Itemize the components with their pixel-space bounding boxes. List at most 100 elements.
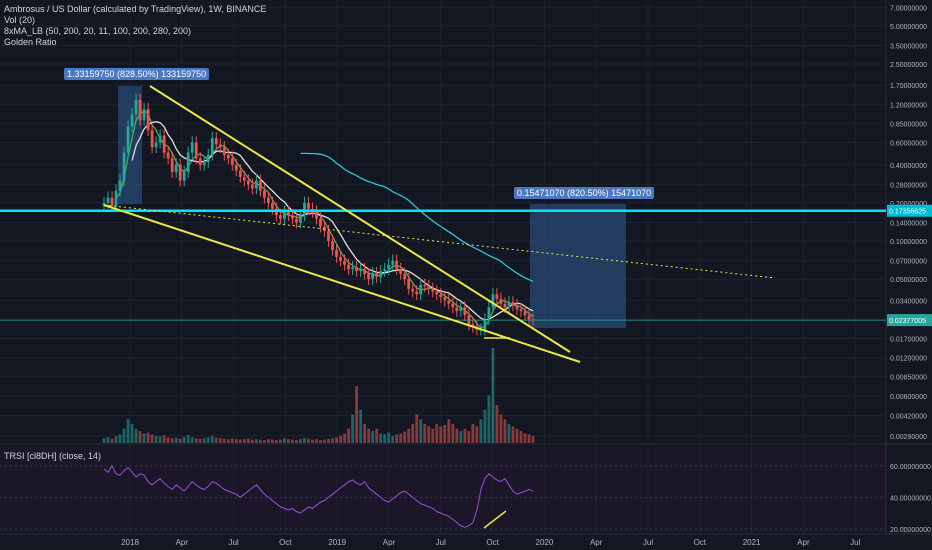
volume-bar bbox=[291, 439, 294, 443]
candle-body bbox=[399, 269, 403, 274]
candle-body bbox=[218, 144, 222, 148]
candle-body bbox=[331, 241, 334, 251]
volume-bar bbox=[214, 437, 218, 443]
volume-bar bbox=[383, 434, 387, 443]
candle-body bbox=[150, 130, 154, 148]
volume-bar bbox=[319, 440, 322, 443]
candle-body bbox=[519, 309, 523, 312]
left-measure-label[interactable]: 1.33159750 (828.50%) 133159750 bbox=[64, 68, 210, 80]
price-badge-label: 0.17356625 bbox=[889, 209, 926, 216]
volume-bar bbox=[118, 434, 122, 443]
candle-body bbox=[226, 154, 230, 159]
volume-bar bbox=[122, 428, 126, 443]
candle-body bbox=[174, 164, 178, 173]
trendlines[interactable] bbox=[0, 85, 886, 363]
y-tick-label: 0.60000000 bbox=[890, 140, 927, 147]
volume-bar bbox=[126, 419, 130, 443]
candle-body bbox=[126, 126, 130, 153]
candle-body bbox=[511, 302, 515, 306]
candle-body bbox=[198, 158, 202, 165]
volume-bar bbox=[234, 439, 238, 443]
volume-bar bbox=[102, 438, 106, 443]
y-tick-label: 0.00850000 bbox=[890, 375, 927, 382]
candle-body bbox=[307, 202, 310, 209]
volume-bar bbox=[218, 438, 222, 443]
indicator-vol[interactable]: Vol (20) bbox=[4, 15, 36, 25]
y-tick-label: 0.20000000 bbox=[890, 201, 927, 208]
volume-bar bbox=[375, 428, 379, 443]
axes: 2018 Apr Jul Oct 2019 Apr Jul Oct 2020 Apr Jul Oct 2… bbox=[121, 5, 932, 547]
volume-bar bbox=[150, 434, 154, 443]
volume-bar bbox=[355, 386, 358, 443]
x-tick-label: 2020 bbox=[536, 538, 554, 547]
volume-bar bbox=[295, 440, 298, 443]
candle-body bbox=[499, 298, 503, 304]
volume-bar bbox=[110, 438, 114, 443]
candle-body bbox=[335, 250, 338, 257]
candle-body bbox=[443, 297, 447, 301]
candle-body bbox=[391, 260, 395, 265]
y-tick-label: 0.14000000 bbox=[890, 221, 927, 228]
rsi-legend[interactable]: TRSI [cl8DH] (close, 14) bbox=[4, 451, 102, 461]
candle-body bbox=[162, 135, 166, 153]
indicator-golden-ratio[interactable]: Golden Ratio bbox=[4, 37, 57, 47]
volume-bar bbox=[419, 419, 423, 443]
candle-body bbox=[439, 294, 443, 298]
y-tick-label: 5.00000000 bbox=[890, 24, 927, 31]
indicator-ma[interactable]: 8xMA_LB (50, 200, 20, 11, 100, 200, 280,… bbox=[4, 26, 191, 36]
candle-body bbox=[142, 109, 146, 121]
price-badge-label: 0.02377005 bbox=[889, 318, 926, 325]
volume-bar bbox=[299, 439, 302, 443]
rsi-tick-label: 60.00000000 bbox=[890, 464, 931, 471]
candle-body bbox=[339, 256, 342, 261]
candle-body bbox=[178, 164, 182, 181]
volume-bar bbox=[423, 424, 427, 443]
candle-body bbox=[359, 269, 363, 272]
y-tick-label: 1.20000000 bbox=[890, 102, 927, 109]
measure-boxes bbox=[118, 86, 626, 328]
candle-body bbox=[527, 315, 531, 320]
x-tick-label: Apr bbox=[176, 538, 189, 547]
volume-bars bbox=[102, 348, 535, 443]
candle-body bbox=[287, 211, 290, 216]
rsi-divergence-line bbox=[483, 510, 507, 529]
candle-body bbox=[395, 260, 399, 270]
symbol-title[interactable]: Ambrosus / US Dollar (calculated by Trad… bbox=[4, 4, 267, 14]
volume-bar bbox=[170, 438, 174, 443]
right-measure-label[interactable]: 0.15471070 (820.50%) 15471070 bbox=[514, 187, 655, 199]
x-tick-label: Jul bbox=[643, 538, 653, 547]
upper-wedge-line bbox=[149, 85, 571, 353]
x-tick-label: Apr bbox=[797, 538, 810, 547]
y-tick-label: 2.50000000 bbox=[890, 62, 927, 69]
volume-bar bbox=[166, 437, 170, 443]
candle-body bbox=[491, 294, 495, 308]
volume-bar bbox=[274, 440, 278, 443]
volume-bar bbox=[467, 431, 471, 443]
volume-bar bbox=[391, 435, 395, 443]
candle-body bbox=[315, 211, 318, 219]
volume-bar bbox=[206, 437, 210, 443]
volume-bar bbox=[479, 419, 483, 443]
y-tick-label: 0.00600000 bbox=[890, 394, 927, 401]
volume-bar bbox=[162, 435, 166, 443]
volume-bar bbox=[327, 438, 330, 443]
candle-body bbox=[238, 170, 242, 178]
candle-body bbox=[182, 172, 186, 181]
volume-bar bbox=[395, 434, 399, 443]
candle-body bbox=[455, 307, 459, 312]
candle-body bbox=[459, 307, 463, 312]
candle-body bbox=[250, 184, 254, 189]
volume-bar bbox=[262, 440, 266, 443]
volume-bar bbox=[527, 434, 531, 443]
volume-bar bbox=[531, 435, 535, 443]
ma-cyan-line bbox=[300, 152, 534, 282]
rsi-pane bbox=[103, 464, 534, 529]
volume-bar bbox=[435, 424, 439, 443]
volume-bar bbox=[190, 437, 194, 443]
y-tick-label: 0.01700000 bbox=[890, 337, 927, 344]
volume-bar bbox=[283, 438, 286, 443]
volume-bar bbox=[351, 414, 354, 443]
volume-bar bbox=[198, 438, 202, 443]
x-tick-label: 2018 bbox=[121, 538, 139, 547]
